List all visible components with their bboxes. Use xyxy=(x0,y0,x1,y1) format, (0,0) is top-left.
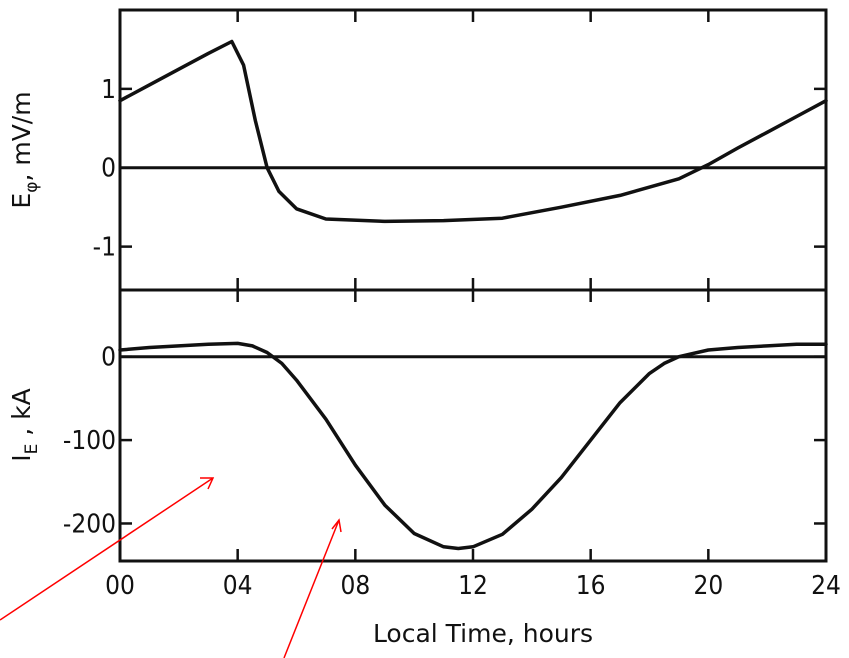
bottom-ytick-label: -200 xyxy=(63,509,116,539)
top-ylabel-symbol: E xyxy=(7,193,36,209)
x-tick-label: 24 xyxy=(811,571,841,601)
bottom-ylabel-subscript: E xyxy=(22,444,42,455)
x-tick-label: 20 xyxy=(693,571,723,601)
top-ytick-label: 0 xyxy=(101,154,116,184)
top-ylabel: Eφ, mV/m xyxy=(7,91,42,208)
x-tick-label: 04 xyxy=(223,571,253,601)
bottom-ylabel: IE , kA xyxy=(7,388,42,462)
top-ylabel-unit: , mV/m xyxy=(7,91,36,181)
red-arrow-left-head xyxy=(200,477,215,490)
top-series-line xyxy=(118,39,828,224)
top-ytick-label: -1 xyxy=(93,233,116,263)
top-ylabel-subscript: φ xyxy=(22,182,42,193)
bottom-panel-frame xyxy=(118,288,828,563)
bottom-series-line xyxy=(118,341,828,551)
x-tick-label: 08 xyxy=(340,571,370,601)
svg-text:IE , kA: IE , kA xyxy=(7,388,42,462)
x-tick-label: 16 xyxy=(576,571,606,601)
bottom-ylabel-symbol: I xyxy=(7,454,36,461)
red-arrow-right-head xyxy=(331,518,342,533)
svg-text:Eφ, mV/m: Eφ, mV/m xyxy=(7,91,42,208)
bottom-ylabel-unit: , kA xyxy=(7,388,36,443)
top-panel-frame xyxy=(118,8,828,292)
x-axis-label: Local Time, hours xyxy=(373,619,593,648)
red-arrow-left xyxy=(0,477,214,621)
bottom-ytick-label: 0 xyxy=(101,343,116,373)
x-tick-label: 12 xyxy=(458,571,488,601)
x-tick-label: 00 xyxy=(105,571,135,601)
top-ytick-label: 1 xyxy=(101,75,116,105)
bottom-ytick-label: -100 xyxy=(63,426,116,456)
red-arrow-right xyxy=(283,519,340,658)
